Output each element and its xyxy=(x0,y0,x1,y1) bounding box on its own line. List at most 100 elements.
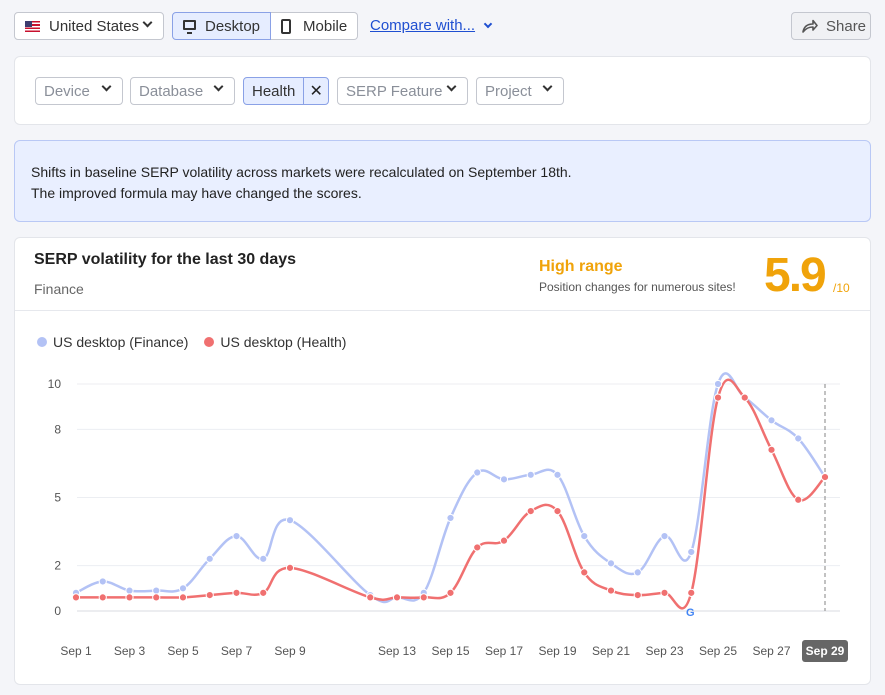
health-filter-chip[interactable]: Health ✕ xyxy=(243,77,329,105)
notice-line-1: Shifts in baseline SERP volatility acros… xyxy=(31,164,572,180)
filters-panel: Device Database Health ✕ SERP Feature Pr… xyxy=(14,56,871,125)
project-filter[interactable]: Project xyxy=(476,77,564,105)
range-label: High range xyxy=(539,258,623,275)
data-point-finance xyxy=(606,559,616,568)
share-label: Share xyxy=(826,17,867,35)
card-divider xyxy=(15,310,870,311)
recalculation-notice: Shifts in baseline SERP volatility acros… xyxy=(14,140,871,222)
volatility-card: SERP volatility for the last 30 days Fin… xyxy=(14,237,871,685)
legend-dot-health xyxy=(204,337,215,347)
data-point-health xyxy=(499,536,509,545)
database-filter[interactable]: Database xyxy=(130,77,235,105)
data-point-health xyxy=(446,588,455,597)
data-point-health xyxy=(473,543,482,552)
data-point-health xyxy=(125,593,134,602)
data-point-health xyxy=(71,593,81,602)
card-title: SERP volatility for the last 30 days xyxy=(34,251,297,268)
data-point-health xyxy=(606,586,616,595)
card-subtitle: Finance xyxy=(34,281,84,297)
data-point-health xyxy=(713,393,723,402)
volatility-chart[interactable]: 0 2 5 8 10 Sep 1 Sep 3 Sep 5 Sep 7 Sep 9 Sep 13 Sep… xyxy=(15,238,870,686)
data-point-health xyxy=(740,393,749,402)
compare-link[interactable]: Compare with... xyxy=(370,17,493,34)
data-point-finance xyxy=(473,468,482,477)
data-point-finance xyxy=(713,379,723,389)
device-toggle: Desktop Mobile xyxy=(172,12,359,40)
data-point-health xyxy=(205,591,214,600)
health-filter-label: Health xyxy=(252,82,296,100)
x-tick-label: Sep 13 xyxy=(378,644,416,658)
serp-feature-filter-label: SERP Feature xyxy=(346,82,443,100)
data-point-finance xyxy=(580,531,589,541)
x-tick-label: Sep 23 xyxy=(645,644,683,658)
legend-label-health: US desktop (Health) xyxy=(220,334,347,350)
data-point-health xyxy=(152,593,161,602)
mobile-button[interactable]: Mobile xyxy=(271,12,359,40)
data-point-health xyxy=(419,593,428,602)
chevron-down-icon xyxy=(542,81,553,92)
data-point-health xyxy=(526,507,535,516)
toolbar: United States Desktop Mobile Compare wit… xyxy=(14,12,871,40)
data-point-health xyxy=(580,568,589,577)
compare-label: Compare with... xyxy=(370,17,476,34)
data-point-health xyxy=(767,445,776,454)
data-point-finance xyxy=(259,554,268,563)
us-flag-icon xyxy=(25,20,40,32)
y-tick-label: 8 xyxy=(54,422,61,436)
y-tick-label: 5 xyxy=(54,491,61,505)
data-point-health xyxy=(285,563,295,572)
mobile-icon xyxy=(281,18,292,34)
legend-label-finance: US desktop (Finance) xyxy=(53,334,189,350)
legend-item-health[interactable]: US desktop (Health) xyxy=(204,334,346,350)
share-button[interactable]: Share xyxy=(791,12,871,40)
country-select[interactable]: United States xyxy=(14,12,164,40)
data-point-health xyxy=(232,588,241,597)
desktop-label: Desktop xyxy=(205,17,261,35)
x-tick-label: Sep 1 xyxy=(60,644,92,658)
data-point-finance xyxy=(794,434,803,443)
data-point-finance xyxy=(499,475,509,484)
chevron-down-icon xyxy=(101,81,112,92)
x-tick-label: Sep 5 xyxy=(167,644,199,658)
legend-item-finance[interactable]: US desktop (Finance) xyxy=(37,334,188,350)
data-point-finance xyxy=(285,516,295,525)
range-description: Position changes for numerous sites! xyxy=(539,280,736,294)
score-max: /10 xyxy=(833,281,850,295)
data-point-health xyxy=(633,591,642,600)
device-filter-label: Device xyxy=(44,82,90,100)
mobile-label: Mobile xyxy=(303,17,348,35)
chevron-down-icon xyxy=(213,81,224,92)
x-tick-highlight xyxy=(802,640,848,662)
volatility-score: 5.9 xyxy=(764,249,827,302)
y-tick-label: 2 xyxy=(54,559,61,573)
data-point-finance xyxy=(178,584,188,593)
x-tick-label: Sep 17 xyxy=(485,644,523,658)
series-line-health xyxy=(75,378,826,610)
device-filter[interactable]: Device xyxy=(35,77,123,105)
share-icon xyxy=(802,19,818,33)
x-tick-label: Sep 9 xyxy=(274,644,306,658)
chart-legend: US desktop (Finance) US desktop (Health) xyxy=(37,334,362,350)
database-filter-label: Database xyxy=(139,82,204,100)
country-label: United States xyxy=(49,17,140,35)
data-point-finance xyxy=(633,568,642,577)
serp-feature-filter[interactable]: SERP Feature xyxy=(337,77,468,105)
data-point-health xyxy=(259,588,268,597)
data-point-finance xyxy=(98,577,107,586)
data-point-finance xyxy=(446,513,455,523)
data-point-finance xyxy=(125,586,134,595)
data-point-health xyxy=(98,593,107,602)
data-point-finance xyxy=(553,470,562,479)
desktop-icon xyxy=(183,19,196,34)
data-point-finance xyxy=(660,531,669,541)
x-tick-label: Sep 25 xyxy=(699,644,737,658)
google-update-icon: G xyxy=(686,607,695,619)
close-icon[interactable]: ✕ xyxy=(303,78,328,104)
data-point-health xyxy=(366,593,375,602)
x-tick-label: Sep 3 xyxy=(114,644,146,658)
x-tick-label: Sep 15 xyxy=(431,644,469,658)
x-tick-label: Sep 29 xyxy=(806,644,845,658)
desktop-button[interactable]: Desktop xyxy=(172,12,272,40)
data-point-health xyxy=(553,507,562,516)
project-filter-label: Project xyxy=(485,82,532,100)
